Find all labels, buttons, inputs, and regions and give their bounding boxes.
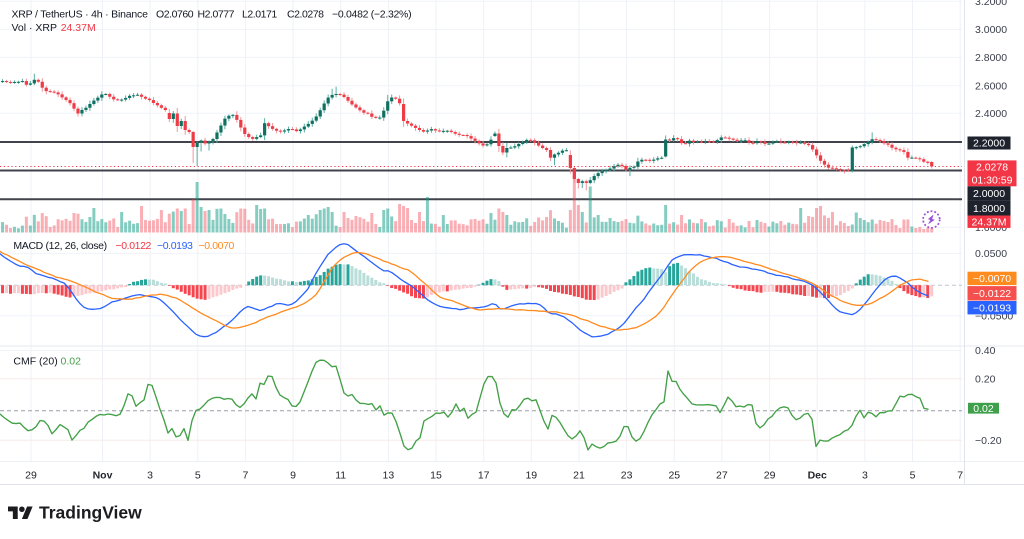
svg-text:21: 21 [573, 470, 585, 482]
svg-text:15: 15 [430, 470, 442, 482]
svg-text:0.02: 0.02 [61, 356, 82, 368]
svg-text:2.0000: 2.0000 [973, 188, 1005, 200]
svg-text:−0.0122: −0.0122 [116, 240, 152, 252]
svg-text:0.40: 0.40 [975, 345, 996, 357]
svg-text:H2.0777: H2.0777 [198, 9, 235, 21]
svg-text:13: 13 [383, 470, 395, 482]
svg-text:7: 7 [242, 470, 248, 482]
svg-text:7: 7 [957, 470, 963, 482]
svg-text:0.0500: 0.0500 [975, 248, 1007, 260]
svg-text:2.2000: 2.2000 [973, 138, 1005, 150]
svg-text:XRP / TetherUS · 4h · Binance: XRP / TetherUS · 4h · Binance [12, 9, 149, 21]
svg-text:27: 27 [716, 470, 728, 482]
svg-text:O2.0760: O2.0760 [156, 9, 194, 21]
svg-text:−0.0070: −0.0070 [199, 240, 235, 252]
svg-text:Nov: Nov [93, 470, 113, 482]
svg-text:TradingView: TradingView [39, 503, 142, 523]
svg-text:29: 29 [25, 470, 37, 482]
svg-text:19: 19 [525, 470, 537, 482]
svg-text:0.02: 0.02 [973, 403, 994, 415]
svg-text:23: 23 [621, 470, 633, 482]
svg-text:−0.0122: −0.0122 [973, 288, 1011, 300]
svg-text:24.37M: 24.37M [61, 22, 96, 34]
svg-text:Vol · XRP: Vol · XRP [12, 22, 58, 34]
svg-text:−0.0482 (−2.32%): −0.0482 (−2.32%) [332, 9, 411, 21]
svg-text:MACD (12, 26, close): MACD (12, 26, close) [13, 240, 106, 252]
svg-text:L2.0171: L2.0171 [242, 9, 277, 21]
svg-text:3.2000: 3.2000 [975, 0, 1007, 8]
svg-text:5: 5 [195, 470, 201, 482]
svg-text:3: 3 [147, 470, 153, 482]
svg-text:−0.0193: −0.0193 [973, 302, 1011, 314]
svg-text:−0.20: −0.20 [975, 435, 1002, 447]
svg-text:11: 11 [335, 470, 346, 482]
svg-text:01:30:59: 01:30:59 [972, 174, 1013, 186]
svg-text:3.0000: 3.0000 [975, 24, 1007, 36]
svg-text:2.6000: 2.6000 [975, 80, 1007, 92]
svg-text:17: 17 [478, 470, 490, 482]
svg-text:24.37M: 24.37M [971, 216, 1006, 228]
svg-text:3: 3 [862, 470, 868, 482]
svg-text:−0.0070: −0.0070 [973, 273, 1011, 285]
svg-text:1.8000: 1.8000 [973, 203, 1005, 215]
svg-text:C2.0278: C2.0278 [287, 9, 324, 21]
svg-text:CMF (20): CMF (20) [13, 356, 57, 368]
svg-text:0.20: 0.20 [975, 373, 996, 385]
svg-text:Dec: Dec [808, 470, 827, 482]
svg-text:9: 9 [290, 470, 296, 482]
svg-text:5: 5 [910, 470, 916, 482]
svg-text:2.8000: 2.8000 [975, 52, 1007, 64]
svg-text:29: 29 [764, 470, 776, 482]
svg-text:25: 25 [668, 470, 680, 482]
svg-text:−0.0193: −0.0193 [157, 240, 193, 252]
svg-text:2.0278: 2.0278 [976, 162, 1008, 174]
svg-text:2.4000: 2.4000 [975, 108, 1007, 120]
